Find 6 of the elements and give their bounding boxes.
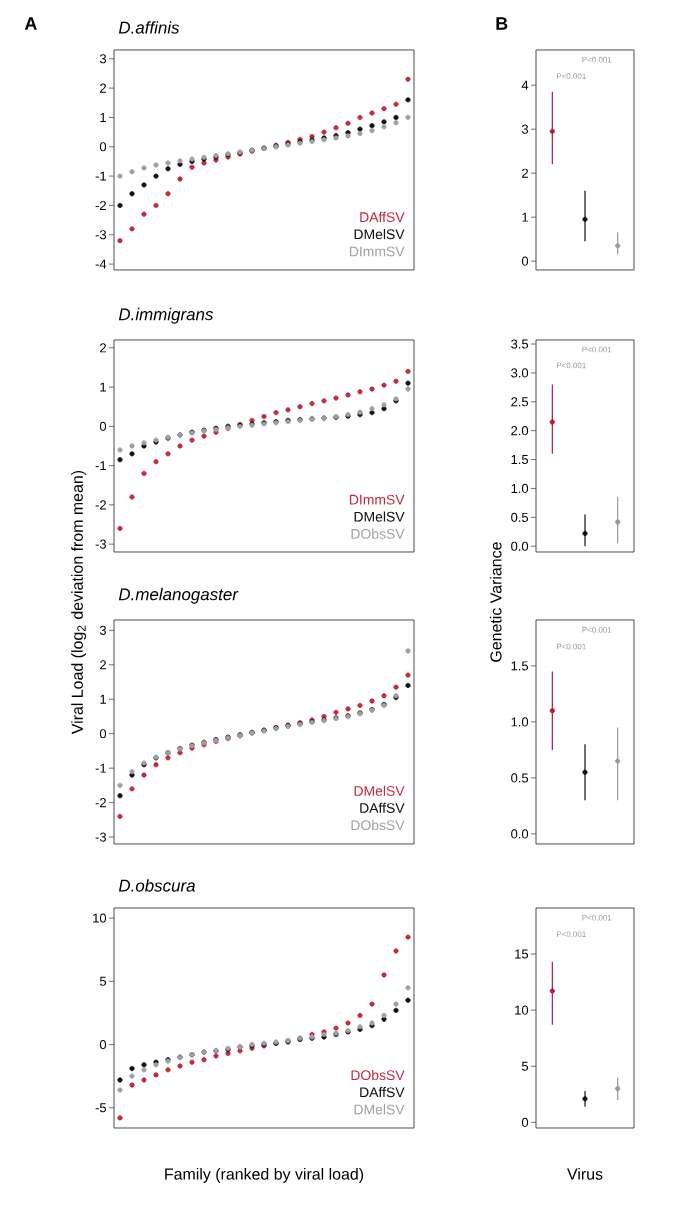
chart-title: D.affinis	[118, 21, 180, 34]
chart-title: D.immigrans	[118, 307, 214, 324]
text: A	[24, 17, 37, 30]
chart-title: D.melanogaster	[118, 587, 239, 604]
text: B	[496, 17, 508, 30]
chart-title: D.obscura	[118, 879, 195, 892]
